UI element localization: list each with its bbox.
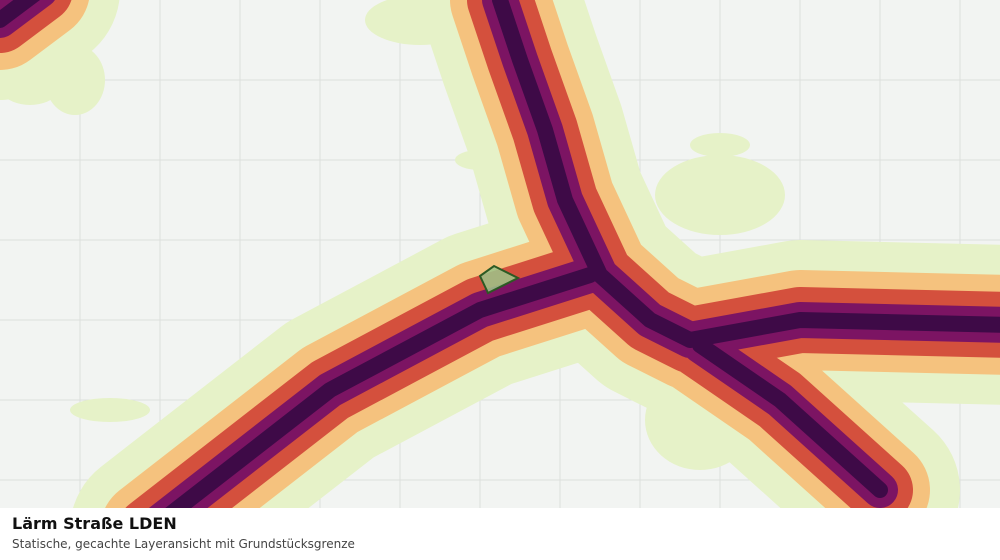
caption-subtitle: Statische, gecachte Layeransicht mit Gru… [12,537,355,551]
caption-title: Lärm Straße LDEN [12,514,177,533]
parcel-boundary [478,264,521,295]
caption: Lärm Straße LDEN Statische, gecachte Lay… [0,508,1000,560]
noise-map [0,0,1000,508]
